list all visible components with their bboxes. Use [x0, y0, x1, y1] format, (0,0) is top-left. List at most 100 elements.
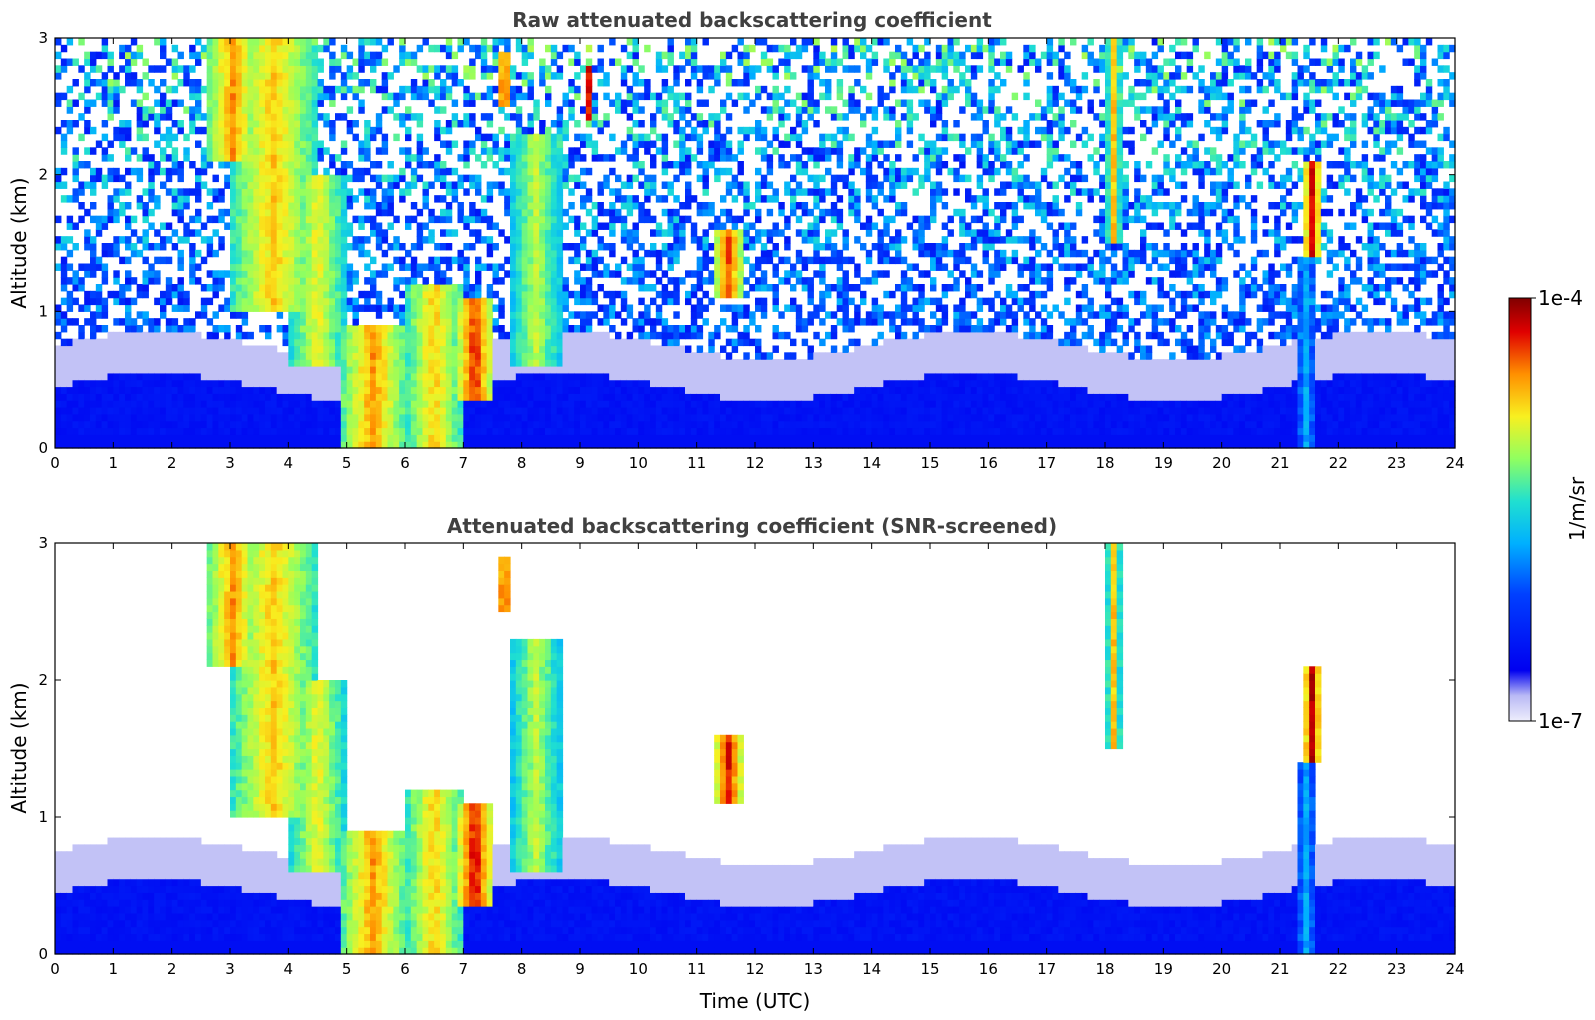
- heatmap-cell: [60, 92, 68, 101]
- heatmap-cell: [305, 147, 313, 155]
- heatmap-cell: [673, 277, 680, 285]
- heatmap-cell: [323, 236, 330, 244]
- heatmap-cell: [626, 393, 634, 401]
- heatmap-cell: [416, 236, 424, 244]
- heatmap-cell: [416, 407, 424, 415]
- heatmap-cell: [300, 270, 307, 278]
- heatmap-cell: [650, 386, 657, 394]
- heatmap-cell: [195, 208, 202, 217]
- heatmap-cell: [492, 65, 499, 73]
- heatmap-cell: [282, 222, 289, 230]
- heatmap-cell: [189, 126, 196, 135]
- heatmap-cell: [521, 140, 529, 148]
- heatmap-cell: [165, 99, 173, 107]
- heatmap-cell: [667, 345, 674, 353]
- heatmap-cell: [294, 126, 301, 135]
- heatmap-cell: [416, 345, 424, 353]
- heatmap-cell: [160, 243, 167, 251]
- heatmap-cell: [539, 277, 546, 285]
- heatmap-cell: [731, 427, 739, 435]
- heatmap-cell: [294, 386, 301, 394]
- heatmap-cell: [574, 85, 581, 94]
- heatmap-cell: [259, 79, 266, 87]
- heatmap-cell: [265, 215, 272, 224]
- heatmap-cell: [399, 58, 406, 66]
- heatmap-cell: [270, 434, 278, 442]
- heatmap-cell: [352, 318, 359, 326]
- heatmap-cell: [597, 236, 604, 244]
- heatmap-cell: [428, 44, 435, 53]
- heatmap-cell: [253, 85, 260, 94]
- heatmap-cell: [265, 229, 272, 237]
- heatmap-cell: [218, 147, 225, 155]
- heatmap-cell: [300, 249, 307, 258]
- heatmap-cell: [480, 311, 488, 319]
- heatmap-cell: [591, 120, 599, 128]
- heatmap-cell: [235, 215, 243, 224]
- heatmap-cell: [492, 161, 499, 169]
- heatmap-cell: [276, 72, 284, 80]
- heatmap-cell: [276, 79, 284, 87]
- heatmap-cell: [142, 277, 149, 285]
- heatmap-cell: [585, 366, 593, 374]
- heatmap-cell: [270, 290, 278, 299]
- heatmap-cell: [679, 229, 686, 237]
- heatmap-cell: [270, 441, 278, 449]
- heatmap-cell: [113, 427, 120, 435]
- heatmap-cell: [597, 270, 604, 278]
- heatmap-cell: [428, 215, 435, 224]
- heatmap-cell: [498, 427, 505, 435]
- heatmap-cell: [235, 290, 243, 299]
- heatmap-cell: [206, 420, 214, 429]
- heatmap-cell: [288, 427, 295, 435]
- heatmap-cell: [195, 393, 202, 401]
- heatmap-cell: [492, 85, 499, 94]
- heatmap-cell: [626, 366, 634, 374]
- heatmap-cell: [597, 386, 604, 394]
- heatmap-cell: [556, 338, 564, 347]
- heatmap-cell: [591, 366, 599, 374]
- heatmap-cell: [445, 85, 453, 94]
- heatmap-cell: [276, 352, 284, 360]
- heatmap-cell: [329, 434, 336, 442]
- heatmap-cell: [300, 174, 307, 183]
- heatmap-cell: [580, 441, 587, 449]
- heatmap-cell: [387, 208, 394, 217]
- heatmap-cell: [346, 222, 354, 230]
- heatmap-cell: [650, 188, 657, 196]
- heatmap-cell: [189, 161, 196, 169]
- heatmap-cell: [270, 345, 278, 353]
- heatmap-cell: [556, 420, 564, 429]
- heatmap-cell: [650, 427, 657, 435]
- heatmap-cell: [393, 311, 400, 319]
- heatmap-cell: [165, 366, 173, 374]
- heatmap-cell: [434, 366, 441, 374]
- heatmap-cell: [650, 434, 657, 442]
- heatmap-cell: [469, 386, 476, 394]
- heatmap-cell: [241, 386, 249, 394]
- heatmap-cell: [568, 386, 575, 394]
- heatmap-cell: [539, 174, 546, 183]
- heatmap-cell: [60, 65, 68, 73]
- heatmap-cell: [364, 167, 371, 176]
- heatmap-cell: [101, 92, 109, 101]
- heatmap-cell: [358, 188, 365, 196]
- heatmap-cell: [632, 161, 639, 169]
- heatmap-cell: [200, 222, 208, 230]
- heatmap-cell: [720, 290, 727, 299]
- heatmap-cell: [492, 99, 499, 107]
- heatmap-cell: [177, 284, 184, 292]
- heatmap-cell: [253, 297, 260, 306]
- heatmap-cell: [626, 400, 634, 408]
- heatmap-cell: [725, 188, 733, 196]
- heatmap-cell: [136, 99, 144, 107]
- heatmap-cell: [661, 284, 669, 292]
- heatmap-cell: [620, 222, 628, 230]
- heatmap-cell: [580, 106, 587, 114]
- heatmap-cell: [352, 215, 359, 224]
- heatmap-cell: [585, 400, 593, 408]
- heatmap-cell: [119, 352, 126, 360]
- heatmap-cell: [620, 65, 628, 73]
- heatmap-cell: [568, 188, 575, 196]
- heatmap-cell: [212, 393, 219, 401]
